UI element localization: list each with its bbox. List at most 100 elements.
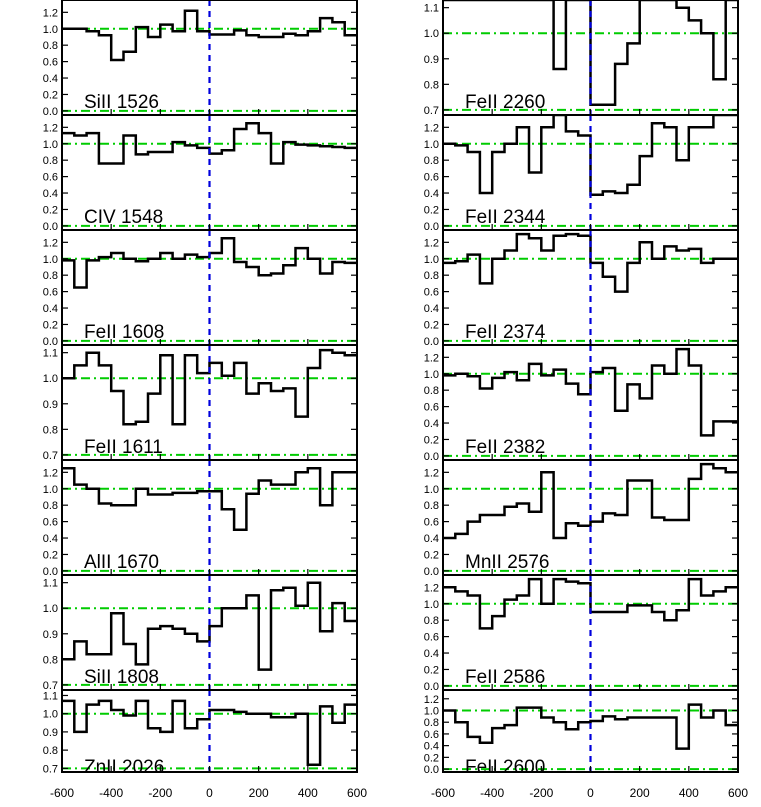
panel-3: 0.7 0.8 0.9 1.0 1.1 FeII 1611 [43,344,358,462]
ytick-label: 0.8 [43,40,58,52]
ytick-label: 0.4 [424,188,439,200]
ytick-label: 0.9 [43,399,58,411]
ytick-label: 0.4 [424,741,439,753]
xtick-label: 400 [679,786,699,800]
xtick-label: 600 [347,786,367,800]
ytick-label: 0.2 [424,549,439,561]
ytick-label: 0.8 [43,500,58,512]
ytick-label: 1.0 [424,484,439,496]
flux-series [62,9,357,62]
ytick-label: 0.4 [424,303,439,315]
panel-label: SiII 1526 [84,92,159,113]
ytick-label: 1.1 [424,3,439,15]
ytick-label: 0.6 [424,517,439,529]
panel-10: 0.0 0.2 0.4 0.6 0.8 1.0 1.2 FeII 2382 [424,344,739,463]
ytick-label: 1.2 [424,122,439,134]
ytick-label: 0.0 [43,336,58,348]
panel-2: 0.0 0.2 0.4 0.6 0.8 1.0 1.2 FeII 1608 [43,229,358,348]
ytick-label: 0.8 [424,500,439,512]
ytick-label: 0.4 [424,648,439,660]
ytick-label: 1.0 [424,706,439,718]
ytick-label: 0.8 [43,424,58,436]
ytick-label: 0.2 [424,204,439,216]
panel-5: 0.7 0.8 0.9 1.0 1.1 SiII 1808 [43,574,358,692]
ytick-label: 0.6 [43,57,58,69]
ytick-label: 0.6 [43,287,58,299]
ytick-label: 0.2 [43,89,58,101]
ytick-label: 1.2 [43,7,58,19]
ytick-label: 0.8 [43,745,58,757]
panel-label: FeII 2344 [465,207,546,228]
ytick-label: 1.0 [43,254,58,266]
ytick-label: 0.2 [43,204,58,216]
ytick-label: 1.2 [424,467,439,479]
ytick-label: 0.2 [43,319,58,331]
ytick-label: 1.0 [424,599,439,611]
flux-series [443,115,738,196]
panel-12: 0.0 0.2 0.4 0.6 0.8 1.0 1.2 FeII 2586 [424,574,739,693]
ytick-label: 0.4 [424,418,439,430]
ytick-label: 1.0 [43,484,58,496]
xtick-label: 200 [630,786,650,800]
ytick-label: 0.9 [424,54,439,66]
flux-series [443,577,738,630]
ytick-label: 0.8 [424,270,439,282]
panel-label: CIV 1548 [84,207,163,228]
ytick-label: 1.2 [43,467,58,479]
ytick-label: 1.0 [43,139,58,151]
panel-4: 0.0 0.2 0.4 0.6 0.8 1.0 1.2 AlII 1670 [43,459,358,578]
xtick-label: 400 [298,786,318,800]
flux-series [443,703,738,750]
ytick-label: 0.2 [43,549,58,561]
xtick-label: -200 [529,786,553,800]
xtick-label: 600 [728,786,748,800]
xtick-label: -600 [50,786,74,800]
ytick-label: 1.1 [43,348,58,360]
ytick-label: 0.8 [424,155,439,167]
panel-label: AlII 1670 [84,552,159,573]
ytick-label: 0.8 [43,270,58,282]
ytick-label: 0.2 [424,434,439,446]
ytick-label: 1.0 [43,24,58,36]
xtick-label: -200 [148,786,172,800]
ytick-label: 0.2 [424,664,439,676]
ytick-label: 0.8 [43,654,58,666]
ytick-label: 0.0 [43,566,58,578]
ytick-label: 0.2 [424,752,439,764]
panel-label: FeII 1611 [84,437,163,458]
ytick-label: 0.0 [43,106,58,118]
panel-0: 0.0 0.2 0.4 0.6 0.8 1.0 1.2 SiII 1526 [43,0,358,118]
ytick-label: 0.0 [424,451,439,463]
ytick-label: 0.6 [424,402,439,414]
ytick-label: 1.1 [43,690,58,702]
xtick-label: -400 [480,786,504,800]
ytick-label: 1.0 [43,373,58,385]
ytick-label: 0.4 [424,533,439,545]
flux-series [62,121,357,165]
ytick-label: 0.0 [43,221,58,233]
ytick-label: 1.1 [43,578,58,590]
ytick-label: 0.4 [43,303,58,315]
panel-label: MnII 2576 [465,552,550,573]
panel-label: FeII 2374 [465,322,546,343]
panel-8: 0.0 0.2 0.4 0.6 0.8 1.0 1.2 FeII 2344 [424,114,739,233]
ytick-label: 1.0 [43,603,58,615]
flux-series [62,699,357,766]
ytick-label: 0.9 [43,629,58,641]
xtick-label: -400 [99,786,123,800]
panel-label: FeII 2260 [465,92,545,113]
ytick-label: 1.2 [424,352,439,364]
ytick-label: 0.2 [424,319,439,331]
panel-label: SiII 1808 [84,667,159,688]
ytick-label: 1.2 [424,694,439,706]
ytick-label: 0.0 [424,566,439,578]
xtick-label: 0 [587,786,594,800]
ytick-label: 0.4 [43,533,58,545]
ytick-label: 0.8 [424,615,439,627]
panel-6: 0.7 0.8 0.9 1.0 1.1 ZnII 2026 [43,689,358,778]
ytick-label: 0.6 [424,287,439,299]
ytick-label: 0.8 [424,79,439,91]
ytick-label: 0.6 [424,632,439,644]
xtick-label: 0 [206,786,213,800]
panel-9: 0.0 0.2 0.4 0.6 0.8 1.0 1.2 FeII 2374 [424,229,739,348]
